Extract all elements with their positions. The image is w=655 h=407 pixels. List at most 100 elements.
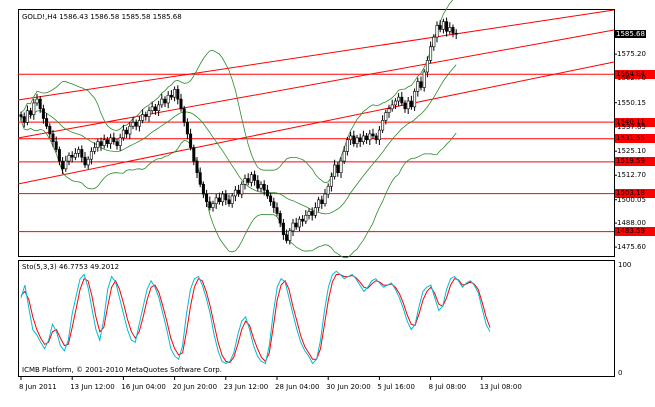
candle-body — [25, 110, 29, 123]
candle-body — [121, 129, 125, 139]
candle-body — [105, 139, 109, 144]
candle-body — [147, 110, 151, 117]
price-tick-label: 1488.00 — [617, 219, 646, 228]
candle-body — [326, 185, 330, 195]
candle-body — [262, 184, 266, 191]
candle-body — [310, 211, 314, 216]
candle-body — [397, 96, 401, 102]
candle-body — [134, 122, 138, 127]
candle-body — [73, 153, 77, 158]
bollinger-bands — [20, 0, 457, 259]
stochastic-scale-bottom: 0 — [618, 369, 623, 377]
candle-body — [205, 193, 209, 203]
candle-body — [80, 149, 84, 158]
candle-body — [445, 21, 449, 32]
candle-body — [419, 81, 423, 88]
candle-body — [182, 108, 186, 123]
candle-body — [160, 98, 164, 106]
candle-body — [297, 218, 301, 228]
candle-body — [278, 213, 282, 224]
candle-body — [115, 141, 119, 146]
band-middle — [20, 64, 457, 215]
date-tick-label: 20 Jun 20:00 — [172, 383, 218, 391]
candle-body — [249, 174, 253, 183]
candle-body — [150, 106, 154, 112]
candle-body — [246, 178, 250, 183]
candle-body — [393, 100, 397, 106]
candle-body — [144, 114, 148, 117]
candle-body — [89, 151, 93, 160]
price-tick-label: 1500.05 — [617, 195, 646, 204]
candle-body — [253, 174, 257, 181]
candle-body — [86, 158, 90, 166]
date-tick-label: 8 Jun 2011 — [19, 383, 57, 391]
price-tick-label: 1537.65 — [617, 122, 646, 131]
candle-body — [233, 189, 237, 197]
stochastic-signal-line — [20, 274, 491, 364]
candle-body — [125, 129, 129, 135]
candle-body — [317, 199, 321, 208]
candle-body — [349, 135, 353, 141]
candle-body — [304, 215, 308, 222]
candle-body — [179, 98, 183, 110]
date-tick-label: 5 Jul 16:00 — [377, 383, 415, 391]
candle-body — [438, 25, 442, 30]
candle-body — [112, 137, 116, 143]
candle-body — [307, 211, 311, 216]
candle-body — [57, 149, 61, 162]
candle-body — [454, 32, 458, 35]
candle-body — [166, 94, 170, 104]
candle-body — [67, 154, 71, 162]
candle-body — [413, 91, 417, 108]
candlesticks — [19, 17, 458, 245]
candle-body — [288, 230, 292, 241]
hline-price-label: 1531.55 — [615, 134, 655, 144]
candle-body — [451, 27, 455, 34]
candle-body — [240, 184, 244, 195]
candle-body — [256, 180, 260, 189]
candle-body — [409, 100, 413, 108]
date-tick-label: 28 Jun 04:00 — [275, 383, 320, 391]
chart-header: GOLD!,H4 1586.43 1586.58 1585.58 1585.68 — [22, 13, 182, 22]
candle-body — [153, 106, 157, 112]
candle-body — [265, 189, 269, 197]
price-tick-label: 1475.60 — [617, 243, 646, 252]
candle-body — [285, 234, 289, 241]
candle-body — [118, 137, 122, 146]
candle-body — [131, 122, 135, 127]
price-tick-label: 1575.20 — [617, 50, 646, 59]
candle-body — [227, 199, 231, 205]
candle-body — [185, 122, 189, 135]
candle-body — [381, 120, 385, 131]
trend-line — [17, 9, 615, 101]
date-tick-label: 16 Jun 04:00 — [121, 383, 166, 391]
date-tick-label: 30 Jun 20:00 — [326, 383, 371, 391]
candle-body — [272, 201, 276, 208]
candle-body — [109, 137, 113, 144]
candle-body — [384, 112, 388, 121]
candle-body — [195, 160, 199, 174]
candle-body — [301, 218, 305, 222]
candle-body — [22, 116, 26, 123]
candle-body — [441, 21, 445, 30]
price-tick-label: 1550.15 — [617, 98, 646, 107]
candle-body — [29, 110, 33, 115]
candle-body — [374, 135, 378, 141]
candle-body — [269, 195, 273, 203]
candle-body — [41, 108, 45, 119]
candle-body — [32, 102, 36, 115]
candle-body — [211, 203, 215, 208]
candle-body — [377, 129, 381, 141]
candle-body — [365, 135, 369, 141]
candle-body — [157, 104, 161, 112]
price-tick-label: 1585.68 — [615, 29, 646, 38]
candle-body — [141, 114, 145, 121]
candle-body — [45, 118, 49, 127]
candle-body — [198, 172, 202, 185]
date-tick-label: 13 Jul 08:00 — [479, 383, 522, 391]
candle-body — [176, 89, 180, 100]
candle-body — [352, 135, 356, 144]
price-tick-label: 1525.10 — [617, 147, 646, 156]
candle-body — [323, 193, 327, 205]
